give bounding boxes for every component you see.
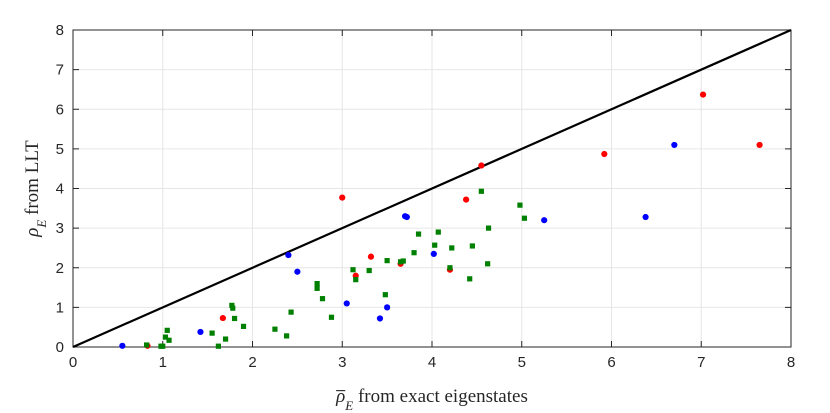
data-point-square [284, 333, 290, 339]
data-point-circle [430, 250, 437, 257]
data-point-circle [699, 91, 707, 98]
data-point-circle [403, 213, 410, 221]
x-tick-label: 3 [338, 354, 346, 371]
data-point-square [478, 188, 484, 194]
data-point-square [485, 261, 491, 267]
data-point-circle [219, 314, 226, 322]
data-point-square [400, 258, 406, 264]
axis-ticks [72, 29, 792, 348]
x-tick-label: 6 [607, 354, 615, 371]
data-point-square [435, 229, 441, 235]
data-point-square [328, 314, 335, 320]
data-point-circle [642, 213, 649, 221]
y-axis-label-text: from LLT [22, 140, 43, 220]
reference-line [72, 28, 792, 349]
y-tick-labels: 0 1 2 3 4 5 6 7 8 [56, 22, 64, 356]
y-tick-label: 0 [56, 339, 64, 356]
x-axis-label-text: from exact eigenstates [353, 386, 528, 407]
data-point-circle [197, 328, 204, 336]
data-point-circle [478, 162, 485, 169]
data-point-square [209, 330, 215, 336]
x-tick-label: 4 [428, 354, 436, 371]
data-point-square [469, 243, 475, 249]
data-point-square [240, 323, 247, 329]
y-axis-label-subscript: E [34, 220, 49, 229]
x-axis-label-subscript: E [344, 398, 353, 413]
data-point-square [222, 336, 229, 342]
data-points [119, 91, 763, 349]
data-point-square [467, 276, 473, 282]
y-tick-label: 4 [56, 181, 64, 198]
data-point-square [215, 343, 221, 349]
x-tick-label: 0 [69, 354, 77, 371]
data-point-square [160, 343, 166, 349]
data-point-square [432, 242, 438, 248]
data-point-square [162, 334, 169, 340]
data-point-square [384, 258, 390, 264]
data-point-circle [285, 251, 292, 259]
reference-line-group [72, 28, 792, 349]
data-point-square [366, 267, 372, 274]
y-tick-label: 1 [56, 299, 64, 316]
y-axis-label-symbol: ρ [22, 228, 43, 238]
data-point-square [164, 327, 170, 333]
x-tick-label: 2 [248, 354, 256, 371]
data-point-square [166, 337, 172, 343]
data-point-square [229, 302, 235, 308]
data-point-square [521, 215, 528, 221]
x-tick-label: 7 [697, 354, 705, 371]
data-point-square [382, 292, 388, 298]
data-point-circle [601, 150, 608, 158]
data-point-square [319, 296, 326, 302]
data-point-square [517, 202, 523, 208]
data-point-circle [384, 304, 391, 311]
data-point-circle [343, 300, 350, 307]
y-tick-label: 6 [56, 101, 64, 118]
y-axis-label: ρE from LLT [22, 140, 49, 238]
data-point-square [447, 265, 453, 271]
data-point-square [314, 281, 320, 287]
data-point-square [143, 342, 150, 348]
data-point-square [230, 305, 236, 311]
y-tick-label: 8 [56, 22, 64, 39]
data-point-square [411, 250, 417, 256]
x-axis-label-symbol: ρ [335, 386, 345, 407]
data-point-square [350, 267, 356, 273]
x-tick-label: 5 [518, 354, 526, 371]
data-point-circle [339, 194, 346, 201]
data-point-square [231, 315, 238, 322]
data-point-circle [541, 217, 548, 224]
x-tick-label: 8 [787, 354, 795, 371]
x-tick-labels: 0 1 2 3 4 5 6 7 8 [69, 354, 795, 371]
data-point-square [288, 309, 294, 315]
data-point-circle [294, 268, 301, 275]
data-point-square [314, 285, 320, 291]
y-tick-label: 5 [56, 141, 64, 158]
data-point-circle [671, 141, 678, 149]
y-tick-label: 7 [56, 62, 64, 79]
data-point-square [272, 326, 278, 332]
data-point-square [485, 225, 492, 231]
data-point-circle [376, 315, 384, 322]
data-point-circle [119, 342, 126, 349]
x-axis-label: ρE from exact eigenstates [335, 386, 528, 413]
data-point-square [397, 259, 404, 265]
y-tick-label: 2 [56, 260, 64, 277]
data-point-square [415, 231, 422, 237]
x-tick-label: 1 [159, 354, 167, 371]
data-point-circle [367, 253, 375, 260]
data-point-square [449, 245, 455, 251]
data-point-circle [756, 141, 763, 149]
data-point-circle [463, 196, 470, 203]
y-tick-label: 3 [56, 220, 64, 237]
data-point-square [353, 277, 359, 283]
